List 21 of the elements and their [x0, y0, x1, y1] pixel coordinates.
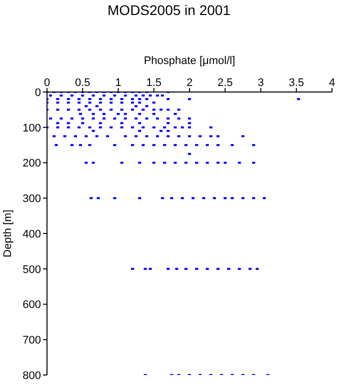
y-tick-label: 200: [22, 158, 41, 170]
x-tick-label: 0: [44, 77, 50, 89]
y-tick-label: 100: [22, 122, 41, 134]
y-tick-label: 800: [22, 370, 41, 382]
x-axis-title: Phosphate [μmol/l]: [144, 55, 236, 67]
x-tick-label: 3: [258, 77, 264, 89]
y-axis-title: Depth [m]: [2, 210, 14, 258]
y-tick-label: 0: [34, 86, 41, 99]
y-tick-label: 600: [22, 299, 41, 312]
x-tick-label: 0.5: [74, 77, 90, 89]
x-tick-label: 1.5: [146, 77, 162, 89]
y-tick-label: 400: [22, 228, 41, 240]
x-tick-label: 4: [328, 77, 336, 89]
x-tick-label: 2.5: [217, 77, 233, 89]
chart-title: MODS2005 in 2001: [106, 1, 232, 20]
y-tick-label: 300: [22, 193, 41, 206]
y-tick-label: 500: [22, 264, 41, 276]
x-tick-label: 3.5: [288, 77, 304, 89]
x-tick-label: 1: [115, 77, 122, 89]
y-tick-label: 700: [22, 334, 41, 347]
x-tick-label: 2: [186, 77, 193, 89]
